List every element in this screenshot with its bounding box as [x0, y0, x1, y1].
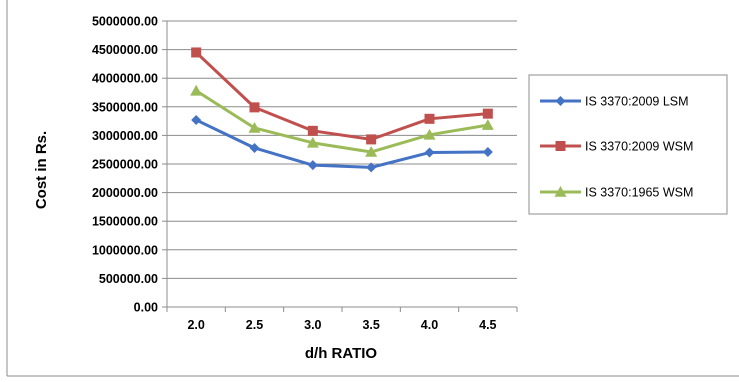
data-point-marker — [190, 84, 203, 96]
data-point-marker — [423, 128, 436, 140]
y-tick-label: 3500000.00 — [92, 100, 158, 114]
legend-entry: IS 3370:2009 LSM — [540, 95, 689, 109]
series-line — [195, 89, 489, 154]
y-tick-label: 2000000.00 — [92, 186, 158, 200]
y-axis-title: Cost in Rs. — [33, 131, 50, 209]
y-tick-label: 4500000.00 — [92, 43, 158, 57]
x-tick-label: 4.0 — [421, 318, 438, 332]
series-line — [195, 51, 488, 141]
data-point-marker — [365, 145, 378, 157]
data-point-marker — [249, 102, 260, 113]
data-point-marker — [248, 121, 261, 133]
y-tick-label: 0.00 — [134, 301, 158, 315]
data-point-marker — [191, 114, 202, 125]
x-tick-label: 3.0 — [304, 318, 321, 332]
data-point-marker — [481, 119, 494, 130]
series-line — [195, 118, 488, 169]
series-2 — [191, 47, 493, 145]
x-tick-labels: 2.0 2.5 3.0 3.5 4.0 4.5 — [187, 318, 496, 332]
x-axis-title: d/h RATIO — [305, 345, 378, 362]
x-tick-label: 2.5 — [246, 318, 263, 332]
data-point-marker — [191, 47, 202, 58]
x-tick-label: 4.5 — [479, 318, 496, 332]
data-point-marker — [306, 136, 319, 148]
legend-label: IS 3370:2009 LSM — [585, 95, 689, 109]
legend-label: IS 3370:2009 WSM — [585, 140, 693, 154]
data-point-marker — [482, 108, 493, 119]
series-lines — [190, 47, 494, 173]
y-tick-label: 4000000.00 — [92, 72, 158, 86]
data-point-marker — [424, 113, 435, 124]
x-tick-label: 2.0 — [187, 318, 204, 332]
x-tick-label: 3.5 — [362, 318, 379, 332]
axes — [162, 20, 518, 312]
y-tick-label: 3000000.00 — [92, 129, 158, 143]
data-point-marker — [424, 147, 435, 158]
legend-entry: IS 3370:2009 WSM — [540, 140, 693, 154]
series-1 — [191, 114, 493, 173]
data-point-marker — [307, 125, 318, 136]
y-tick-label: 1000000.00 — [92, 243, 158, 257]
y-tick-label: 500000.00 — [99, 272, 158, 286]
legend-entry: IS 3370:1965 WSM — [540, 186, 693, 200]
data-point-marker — [482, 146, 493, 157]
y-tick-label: 5000000.00 — [92, 15, 158, 29]
legend-marker — [555, 141, 566, 151]
y-tick-label: 1500000.00 — [92, 215, 158, 229]
data-point-marker — [366, 162, 377, 173]
legend-marker — [554, 186, 567, 197]
data-point-marker — [249, 142, 260, 153]
y-tick-labels: 0.00 500000.00 1000000.00 1500000.00 2000000… — [92, 15, 158, 315]
data-point-marker — [307, 160, 318, 171]
data-point-marker — [366, 134, 377, 145]
y-tick-label: 2500000.00 — [92, 158, 158, 172]
legend: IS 3370:2009 LSM IS 3370:2009 WSM IS 3370:… — [528, 74, 728, 215]
legend-label: IS 3370:1965 WSM — [585, 186, 693, 200]
series-3 — [190, 84, 494, 157]
legend-marker — [555, 96, 566, 106]
